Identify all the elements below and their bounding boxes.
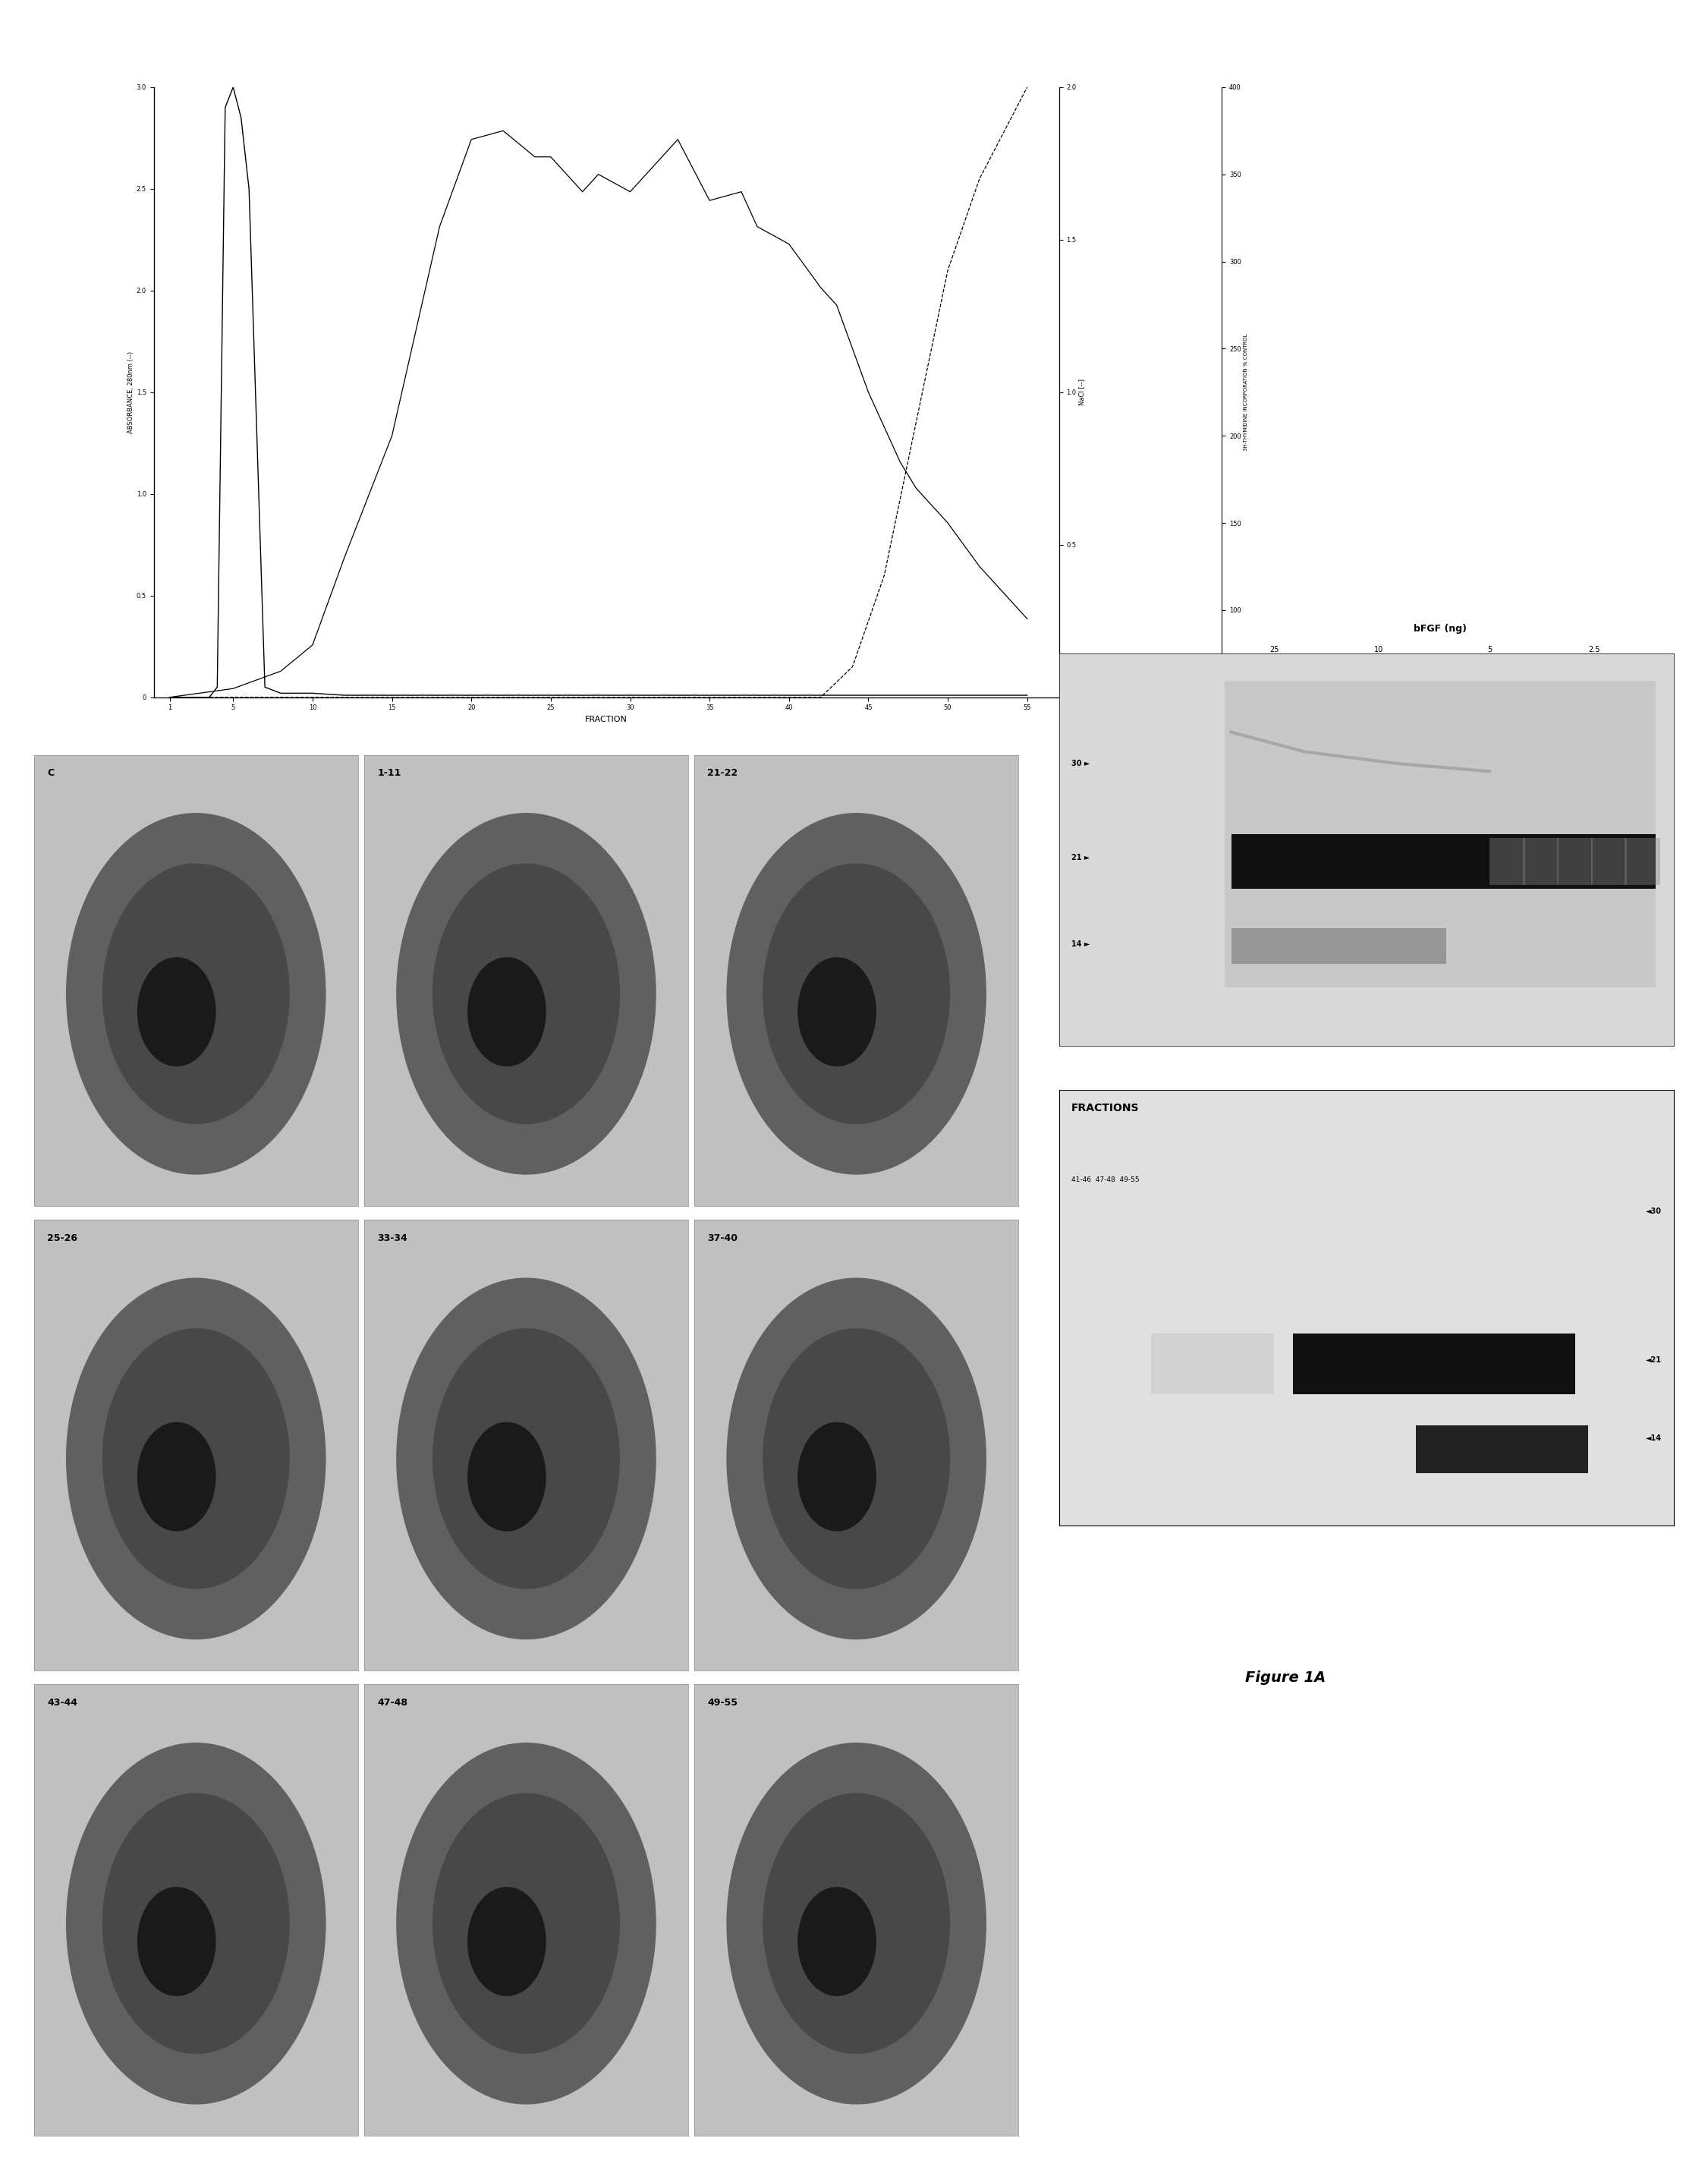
Circle shape [728,1743,986,2105]
Text: 37-40: 37-40 [707,1233,738,1242]
Text: 5: 5 [1488,647,1491,654]
Text: 21 ►: 21 ► [1071,854,1090,861]
Circle shape [67,1279,326,1639]
X-axis label: FRACTION: FRACTION [586,715,627,723]
Circle shape [102,1329,289,1588]
Y-axis label: 3H-THYMIDINE INCORPORATION % CONTROL: 3H-THYMIDINE INCORPORATION % CONTROL [1243,333,1249,451]
FancyBboxPatch shape [1305,1334,1428,1395]
Text: ◄14: ◄14 [1645,1434,1662,1442]
Circle shape [434,1329,620,1588]
Text: 43-44: 43-44 [48,1697,77,1708]
Circle shape [434,863,620,1124]
Text: 49-55: 49-55 [707,1697,738,1708]
Circle shape [434,1793,620,2053]
FancyBboxPatch shape [1416,1425,1588,1473]
Text: C: C [48,769,55,778]
FancyBboxPatch shape [1524,839,1559,885]
FancyBboxPatch shape [1151,1334,1274,1395]
Text: bFGF (ng): bFGF (ng) [1414,623,1467,634]
FancyBboxPatch shape [1558,839,1592,885]
Text: 47-48: 47-48 [377,1697,408,1708]
Circle shape [468,1887,545,1996]
Circle shape [798,1887,876,1996]
Circle shape [138,959,215,1066]
Circle shape [102,1793,289,2053]
Text: FRACTIONS: FRACTIONS [1071,1103,1139,1113]
FancyBboxPatch shape [1624,839,1660,885]
Circle shape [396,813,656,1174]
Circle shape [138,1423,215,1532]
Circle shape [138,1887,215,1996]
Circle shape [468,1423,545,1532]
Circle shape [763,863,950,1124]
Text: 41-46  47-48  49-55: 41-46 47-48 49-55 [1071,1177,1139,1183]
Y-axis label: ABSORBANCE, 280nm (--): ABSORBANCE, 280nm (--) [128,351,135,434]
Circle shape [728,813,986,1174]
Circle shape [798,959,876,1066]
Text: ◄30: ◄30 [1645,1207,1662,1216]
Circle shape [67,1743,326,2105]
Text: 21-22: 21-22 [707,769,738,778]
Text: 25-26: 25-26 [48,1233,77,1242]
FancyBboxPatch shape [1225,682,1655,987]
Text: 30 ►: 30 ► [1071,760,1090,767]
FancyBboxPatch shape [1489,839,1525,885]
Text: 2.5: 2.5 [1588,647,1600,654]
Text: 10: 10 [1373,647,1383,654]
Circle shape [728,1279,986,1639]
Circle shape [102,863,289,1124]
Text: ◄21: ◄21 [1645,1355,1662,1364]
Circle shape [67,813,326,1174]
Y-axis label: NaCl [--]: NaCl [--] [1078,379,1085,405]
Text: Figure 1A: Figure 1A [1245,1671,1325,1684]
Circle shape [468,959,545,1066]
Text: 33-34: 33-34 [377,1233,408,1242]
Text: 14 ►: 14 ► [1071,939,1090,948]
Circle shape [798,1423,876,1532]
Circle shape [396,1743,656,2105]
Circle shape [396,1279,656,1639]
Text: 1-11: 1-11 [377,769,401,778]
Circle shape [763,1329,950,1588]
Text: 25: 25 [1269,647,1279,654]
FancyBboxPatch shape [1590,839,1626,885]
FancyBboxPatch shape [1293,1334,1575,1395]
Circle shape [763,1793,950,2053]
FancyBboxPatch shape [1231,835,1655,889]
FancyBboxPatch shape [1231,928,1447,963]
